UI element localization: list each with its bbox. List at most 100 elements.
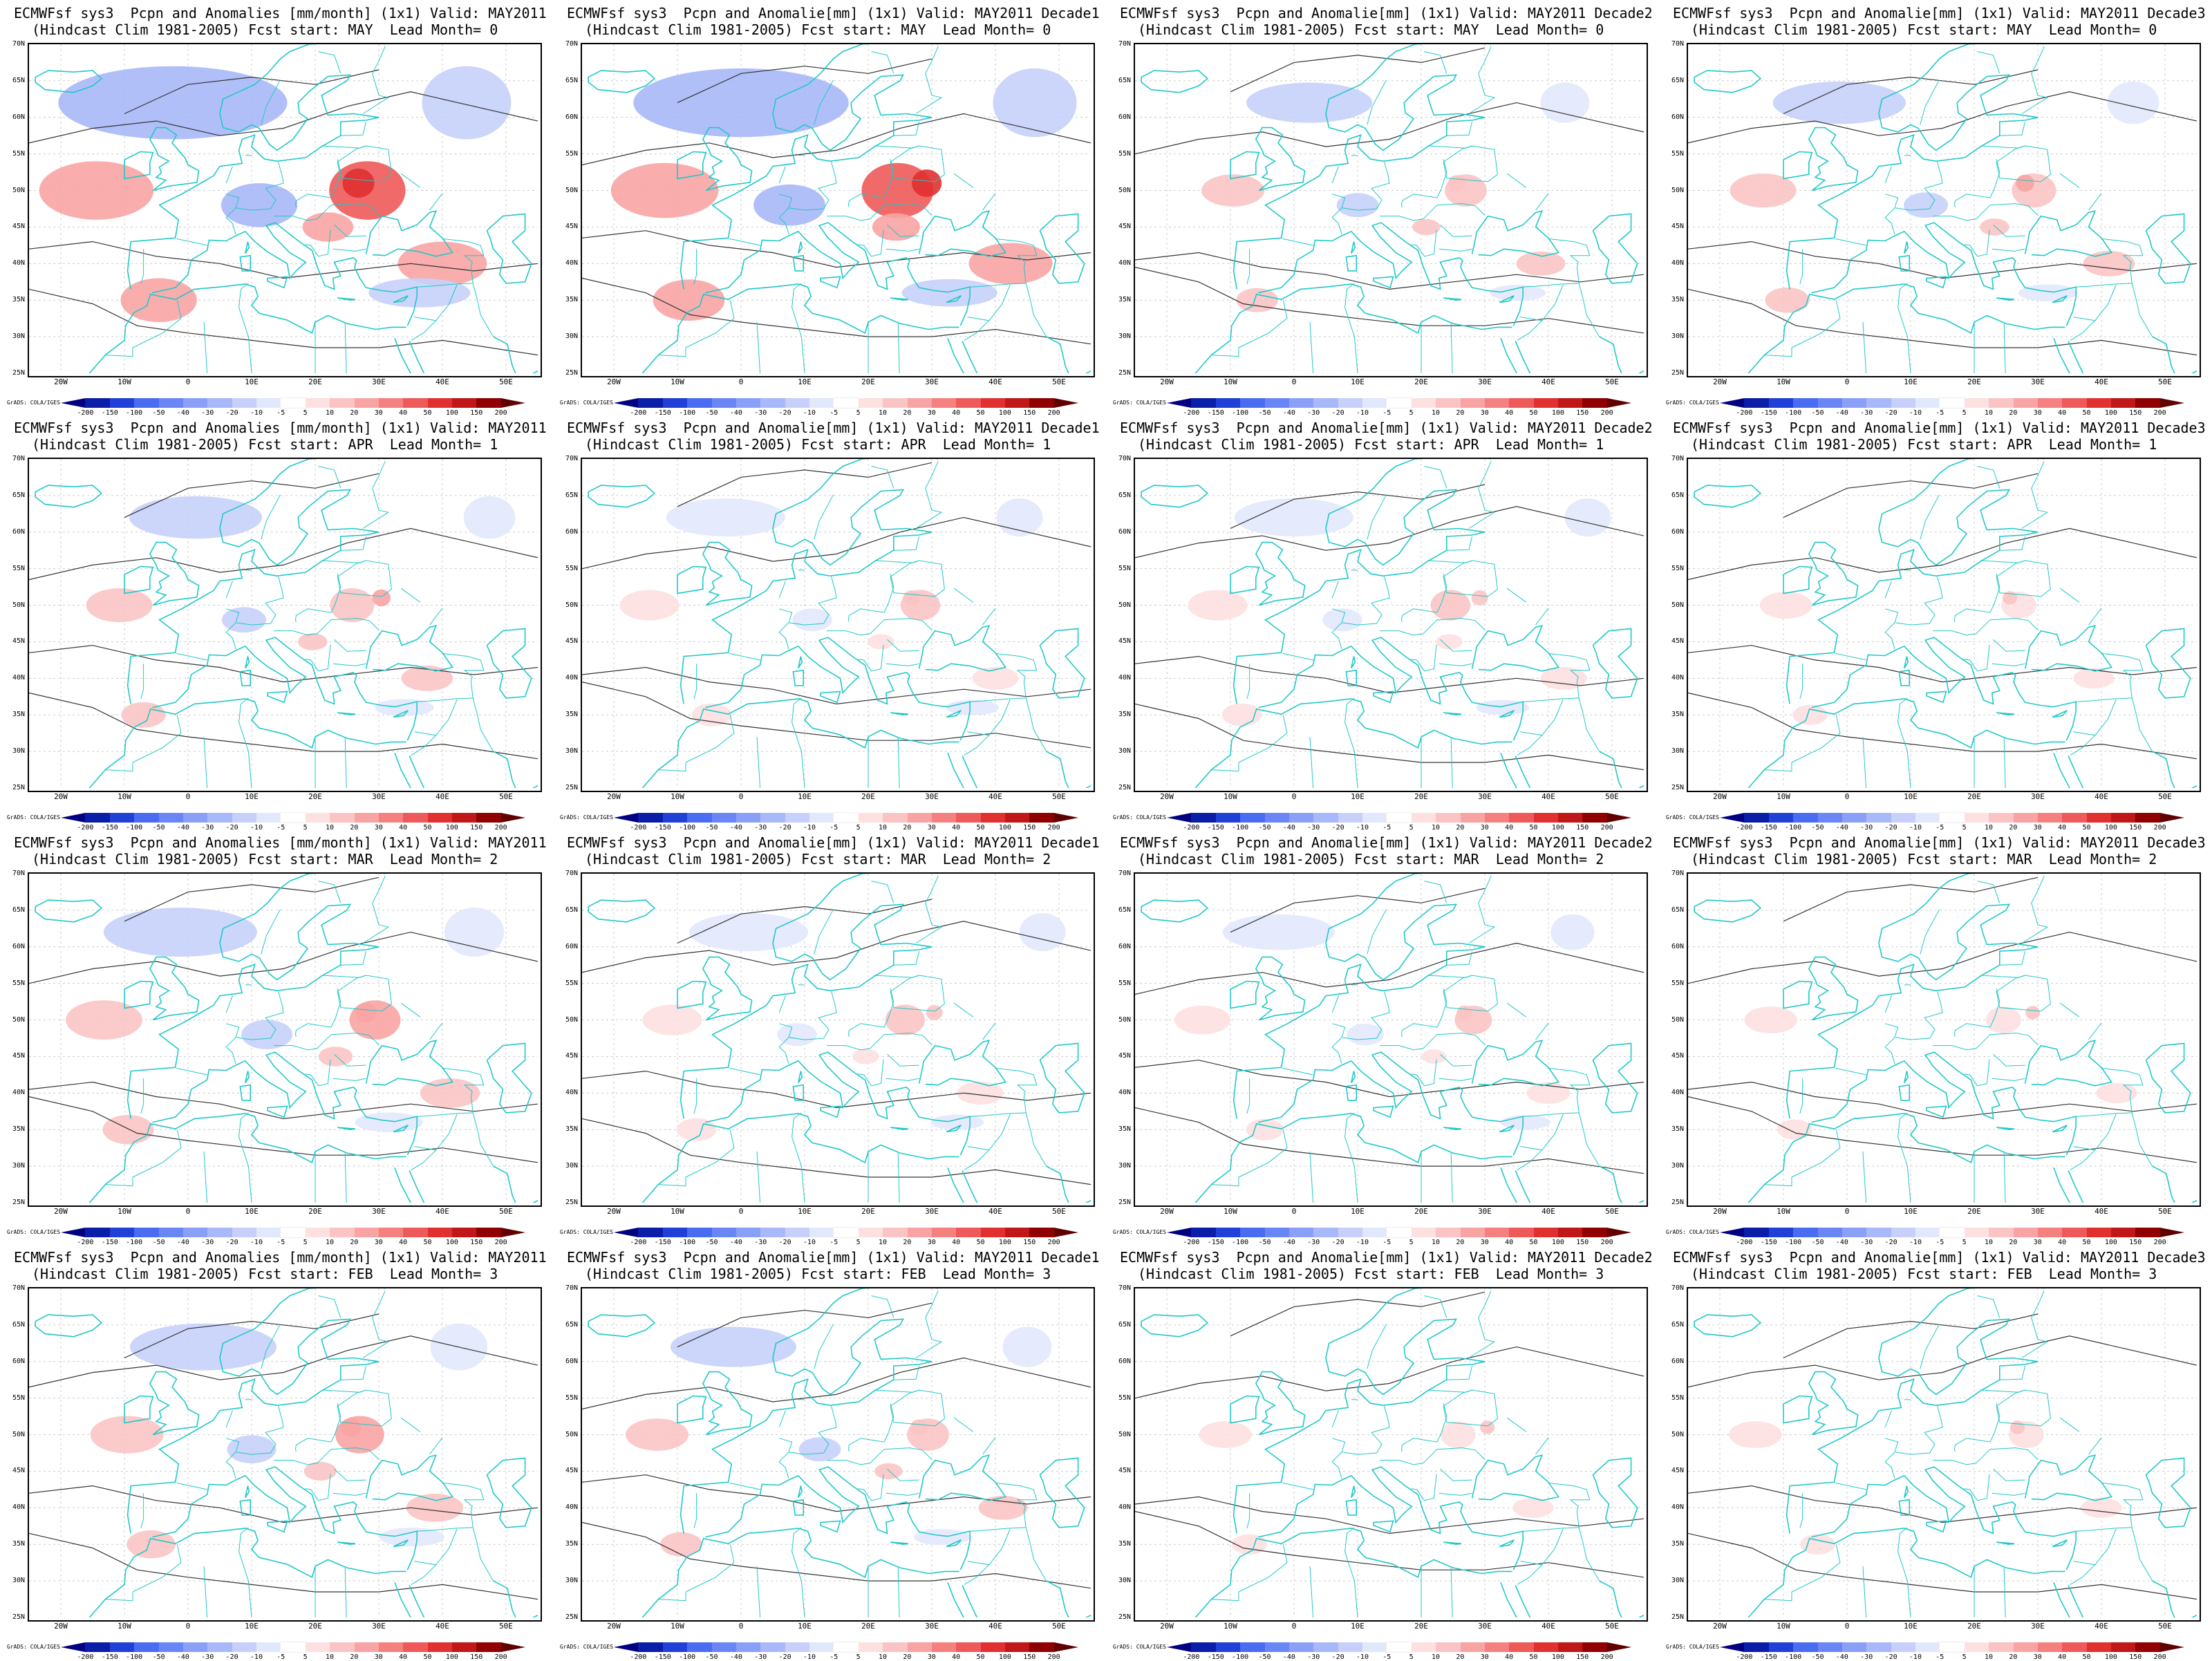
latitude-label: 65N <box>1118 491 1131 499</box>
anomaly-shading <box>1759 591 2115 725</box>
country-borders <box>1764 1291 2153 1617</box>
forecast-map-panel: ECMWFsf sys3 Pcpn and Anomalie[mm] (1x1)… <box>1106 829 1659 1246</box>
latitude-label: 30N <box>1671 332 1684 341</box>
latitude-label: 45N <box>12 637 25 646</box>
colorbar <box>61 812 526 823</box>
colorbar-label: 50 <box>1529 409 1538 417</box>
colorbar-label: 200 <box>494 409 507 417</box>
latitude-label: 35N <box>565 711 578 719</box>
grads-credit: GrADS: COLA/IGES <box>560 400 614 406</box>
colorbar-label: 5 <box>303 824 308 832</box>
forecast-map-panel: ECMWFsf sys3 Pcpn and Anomalie[mm] (1x1)… <box>1659 1244 2212 1661</box>
colorbar-swatch <box>687 1642 712 1652</box>
longitude-label: 20E <box>308 792 322 801</box>
latitude-label: 40N <box>12 1089 25 1097</box>
latitude-label: 55N <box>12 149 25 158</box>
forecast-map-panel: ECMWFsf sys3 Pcpn and Anomalies [mm/mont… <box>0 1244 553 1661</box>
colorbar-label: 30 <box>2033 1239 2042 1246</box>
latitude-label: 55N <box>1671 1393 1684 1402</box>
colorbar-label: -150 <box>654 824 671 832</box>
colorbar-swatch <box>2086 1228 2111 1237</box>
colorbar-label: -30 <box>201 824 214 832</box>
colorbar-label: 100 <box>998 1239 1011 1246</box>
anomaly-blob <box>642 1004 702 1035</box>
colorbar-swatch <box>883 398 908 408</box>
colorbar-label: 20 <box>903 1653 912 1661</box>
colorbar-swatch <box>1989 1228 2014 1237</box>
longitude-label: 50E <box>1052 792 1066 801</box>
latitude-label: 25N <box>1118 784 1131 791</box>
longitude-label: 10W <box>118 377 131 386</box>
colorbar-swatch <box>1436 1642 1461 1652</box>
colorbar-label: 50 <box>976 1239 985 1246</box>
panel-title-line1: ECMWFsf sys3 Pcpn and Anomalie[mm] (1x1)… <box>1673 420 2206 436</box>
colorbar-label: 30 <box>927 824 936 832</box>
anomaly-blob <box>1471 590 1488 606</box>
latitude-label: 35N <box>1671 1125 1684 1134</box>
colorbar-label: -30 <box>754 824 767 832</box>
anomaly-blob <box>2107 81 2159 124</box>
colorbar-swatch <box>2013 1228 2038 1237</box>
panel-title-line1: ECMWFsf sys3 Pcpn and Anomalie[mm] (1x1)… <box>1120 834 1653 851</box>
colorbar-label: -40 <box>1835 1239 1848 1246</box>
colorbar-label: 50 <box>976 824 985 832</box>
anomaly-blob <box>349 1000 401 1040</box>
colorbar-label: 30 <box>1480 1239 1489 1246</box>
anomaly-blob <box>972 666 1019 690</box>
colorbar-label: -20 <box>778 824 791 832</box>
anomaly-blob <box>1447 175 1466 191</box>
anomaly-blob <box>227 1435 276 1464</box>
panel-title-line2: (Hindcast Clim 1981-2005) Fcst start: MA… <box>1138 851 1604 867</box>
grads-credit: GrADS: COLA/IGES <box>7 1644 61 1650</box>
latitude-label: 55N <box>1118 149 1131 158</box>
colorbar-swatch <box>500 813 526 823</box>
colorbar-swatch <box>1866 813 1891 823</box>
longitude-label: 10E <box>1351 1207 1365 1216</box>
colorbar-label: -150 <box>101 824 118 832</box>
colorbar-swatch <box>1793 1642 1818 1652</box>
colorbar-label: -30 <box>1860 1239 1873 1246</box>
colorbar-label: 30 <box>927 409 936 417</box>
colorbar-swatch <box>931 398 957 408</box>
latitude-label: 40N <box>565 1503 578 1512</box>
colorbar-label: 5 <box>856 824 861 832</box>
colorbar-label: -10 <box>1356 409 1369 417</box>
forecast-map-panel: ECMWFsf sys3 Pcpn and Anomalie[mm] (1x1)… <box>553 1244 1106 1661</box>
panel-title-line1: ECMWFsf sys3 Pcpn and Anomalie[mm] (1x1)… <box>567 834 1100 851</box>
colorbar-swatch <box>1744 813 1769 823</box>
colorbar-label: 30 <box>927 1239 936 1246</box>
country-borders <box>1211 1291 1600 1617</box>
anomaly-blob <box>2016 174 2034 192</box>
latitude-label: 35N <box>12 711 25 719</box>
colorbar-label: 150 <box>2129 1239 2142 1246</box>
latitude-label: 25N <box>565 1199 578 1206</box>
colorbar-label: -30 <box>1307 409 1320 417</box>
colorbar-swatch <box>1053 813 1079 823</box>
longitude-label: 20W <box>1160 1622 1174 1631</box>
colorbar-swatch <box>2037 1642 2063 1652</box>
anomaly-blob <box>1772 81 1906 124</box>
colorbar-swatch <box>1215 813 1241 823</box>
colorbar-label: -50 <box>705 409 718 417</box>
anomaly-blob <box>1221 703 1262 726</box>
colorbar-swatch <box>931 1642 957 1652</box>
country-borders <box>658 46 1047 373</box>
longitude-label: 50E <box>2158 377 2172 386</box>
longitude-label: 10E <box>798 792 812 801</box>
colorbar-label: 50 <box>2082 1653 2091 1661</box>
longitude-label: 40E <box>435 1207 449 1216</box>
colorbar <box>1167 397 1632 409</box>
anomaly-blob <box>957 1081 1004 1105</box>
longitude-label: 50E <box>1605 377 1619 386</box>
longitude-label: 0 <box>738 1622 744 1631</box>
colorbar-label: 5 <box>1962 1239 1967 1246</box>
latitude-label: 65N <box>1118 905 1131 914</box>
colorbar-label: 150 <box>1576 824 1589 832</box>
colorbar-label: 20 <box>1456 1239 1465 1246</box>
latitude-label: 45N <box>565 637 578 646</box>
anomaly-blob <box>1904 192 1949 218</box>
grads-credit: GrADS: COLA/IGES <box>1113 400 1167 406</box>
climatology-contours <box>582 899 1091 1185</box>
colorbar-swatch <box>2159 1642 2185 1652</box>
colorbar-label: 5 <box>856 409 861 417</box>
